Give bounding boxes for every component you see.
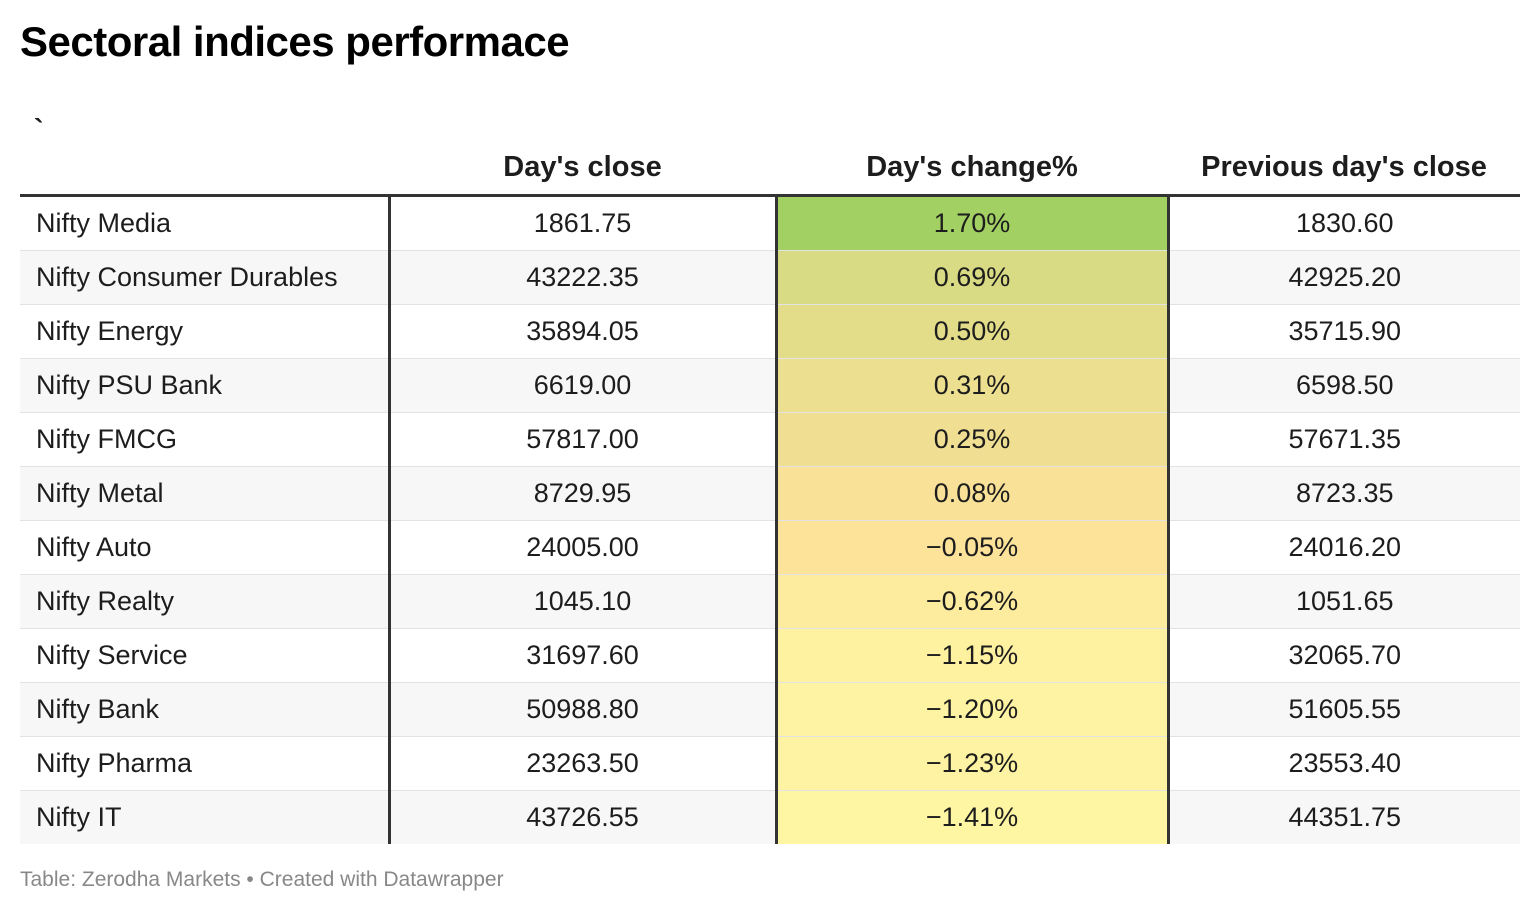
index-name-cell: Nifty Metal bbox=[20, 466, 391, 521]
table-row: Nifty Service 31697.60 −1.15% 32065.70 bbox=[20, 628, 1520, 683]
days-close-cell: 6619.00 bbox=[389, 358, 778, 413]
days-close-cell: 31697.60 bbox=[389, 628, 778, 683]
table-row: Nifty Metal 8729.95 0.08% 8723.35 bbox=[20, 466, 1520, 521]
index-name-cell: Nifty Auto bbox=[20, 520, 391, 575]
previous-close-cell: 8723.35 bbox=[1168, 466, 1520, 521]
days-change-cell: −1.15% bbox=[776, 628, 1170, 683]
sectoral-indices-table: ` Day's close Day's change% Previous day… bbox=[20, 108, 1520, 844]
table-row: Nifty IT 43726.55 −1.41% 44351.75 bbox=[20, 790, 1520, 844]
table-row: Nifty Pharma 23263.50 −1.23% 23553.40 bbox=[20, 736, 1520, 791]
days-change-cell: −1.41% bbox=[776, 790, 1170, 844]
index-name-cell: Nifty Pharma bbox=[20, 736, 391, 791]
index-name-cell: Nifty Bank bbox=[20, 682, 391, 737]
previous-close-cell: 32065.70 bbox=[1168, 628, 1520, 683]
index-name-cell: Nifty IT bbox=[20, 790, 391, 844]
previous-close-cell: 6598.50 bbox=[1168, 358, 1520, 413]
column-header-previous-close[interactable]: Previous day's close bbox=[1168, 108, 1520, 197]
days-close-cell: 35894.05 bbox=[389, 304, 778, 359]
previous-close-cell: 1830.60 bbox=[1168, 195, 1520, 251]
days-change-cell: 0.69% bbox=[776, 250, 1170, 305]
previous-close-cell: 42925.20 bbox=[1168, 250, 1520, 305]
days-change-cell: −1.23% bbox=[776, 736, 1170, 791]
index-name-cell: Nifty Service bbox=[20, 628, 391, 683]
days-close-cell: 50988.80 bbox=[389, 682, 778, 737]
days-close-cell: 24005.00 bbox=[389, 520, 778, 575]
days-close-cell: 43222.35 bbox=[389, 250, 778, 305]
days-close-cell: 1861.75 bbox=[389, 195, 778, 251]
days-close-cell: 57817.00 bbox=[389, 412, 778, 467]
table-title: Sectoral indices performace bbox=[20, 18, 570, 65]
table-row: Nifty FMCG 57817.00 0.25% 57671.35 bbox=[20, 412, 1520, 467]
column-header-name[interactable]: ` bbox=[20, 108, 389, 197]
days-change-cell: −0.62% bbox=[776, 574, 1170, 629]
days-change-cell: 0.31% bbox=[776, 358, 1170, 413]
days-change-cell: 0.08% bbox=[776, 466, 1170, 521]
table-row: Nifty Media 1861.75 1.70% 1830.60 bbox=[20, 195, 1520, 251]
column-header-days-close[interactable]: Day's close bbox=[389, 108, 776, 197]
table-row: Nifty Auto 24005.00 −0.05% 24016.20 bbox=[20, 520, 1520, 575]
days-close-cell: 43726.55 bbox=[389, 790, 778, 844]
days-change-cell: −1.20% bbox=[776, 682, 1170, 737]
days-change-cell: 0.25% bbox=[776, 412, 1170, 467]
days-close-cell: 8729.95 bbox=[389, 466, 778, 521]
table-body: Nifty Media 1861.75 1.70% 1830.60 Nifty Cons… bbox=[20, 195, 1520, 844]
table-row: Nifty Consumer Durables 43222.35 0.69% 4292… bbox=[20, 250, 1520, 305]
previous-close-cell: 44351.75 bbox=[1168, 790, 1520, 844]
table-row: Nifty Energy 35894.05 0.50% 35715.90 bbox=[20, 304, 1520, 359]
days-close-cell: 23263.50 bbox=[389, 736, 778, 791]
index-name-cell: Nifty Consumer Durables bbox=[20, 250, 391, 305]
index-name-cell: Nifty Realty bbox=[20, 574, 391, 629]
table-row: Nifty PSU Bank 6619.00 0.31% 6598.50 bbox=[20, 358, 1520, 413]
index-name-cell: Nifty Media bbox=[20, 195, 391, 251]
table-row: Nifty Realty 1045.10 −0.62% 1051.65 bbox=[20, 574, 1520, 629]
index-name-cell: Nifty PSU Bank bbox=[20, 358, 391, 413]
table-row: Nifty Bank 50988.80 −1.20% 51605.55 bbox=[20, 682, 1520, 737]
previous-close-cell: 35715.90 bbox=[1168, 304, 1520, 359]
previous-close-cell: 1051.65 bbox=[1168, 574, 1520, 629]
column-header-days-change[interactable]: Day's change% bbox=[776, 108, 1168, 197]
previous-close-cell: 23553.40 bbox=[1168, 736, 1520, 791]
previous-close-cell: 51605.55 bbox=[1168, 682, 1520, 737]
header-row: ` Day's close Day's change% Previous day… bbox=[20, 108, 1520, 197]
days-change-cell: 0.50% bbox=[776, 304, 1170, 359]
index-name-cell: Nifty Energy bbox=[20, 304, 391, 359]
previous-close-cell: 57671.35 bbox=[1168, 412, 1520, 467]
index-name-cell: Nifty FMCG bbox=[20, 412, 391, 467]
days-close-cell: 1045.10 bbox=[389, 574, 778, 629]
days-change-cell: −0.05% bbox=[776, 520, 1170, 575]
days-change-cell: 1.70% bbox=[776, 195, 1170, 251]
source-footer: Table: Zerodha Markets • Created with Da… bbox=[20, 868, 504, 891]
previous-close-cell: 24016.20 bbox=[1168, 520, 1520, 575]
